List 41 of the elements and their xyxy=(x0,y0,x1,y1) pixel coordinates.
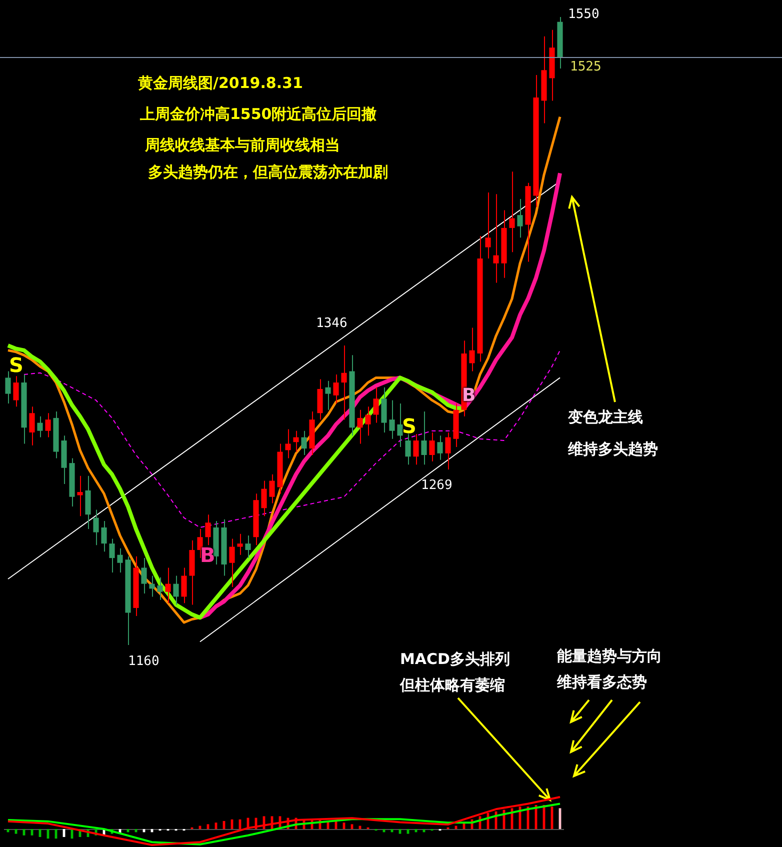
text: 1160 xyxy=(128,654,160,669)
text: 1550 xyxy=(568,7,600,22)
candlestick xyxy=(237,533,243,556)
text: 黄金周线图/2019.8.31 xyxy=(138,74,303,93)
candlestick xyxy=(389,400,395,440)
candlestick xyxy=(29,406,35,446)
text: 能量趋势与方向 xyxy=(557,647,662,666)
candlestick xyxy=(365,406,371,436)
annotation: 上周金价冲高1550附近高位后回撤 xyxy=(140,105,377,124)
candlestick xyxy=(285,428,291,459)
text: 变色龙主线 xyxy=(568,408,643,427)
candlestick xyxy=(69,458,75,508)
annotation: 多头趋势仍在，但高位震荡亦在加剧 xyxy=(148,163,388,182)
candlestick xyxy=(157,576,163,600)
annotation: B xyxy=(200,543,216,567)
annotation: S xyxy=(402,414,416,438)
annotation: 1346 xyxy=(316,316,348,331)
annotation: B xyxy=(462,385,476,406)
candlestick xyxy=(485,192,491,260)
candlestick xyxy=(45,412,51,438)
candlestick xyxy=(61,435,67,484)
candlestick xyxy=(133,556,139,617)
text: 维持看多态势 xyxy=(557,673,647,692)
candlestick xyxy=(437,435,443,460)
candlestick xyxy=(189,540,195,606)
annotation: 周线收线基本与前周收线相当 xyxy=(145,136,340,155)
annotation: S xyxy=(9,353,24,377)
candlestick xyxy=(53,411,59,459)
candlestick xyxy=(381,386,387,433)
candlestick xyxy=(125,556,131,646)
annotation: 1269 xyxy=(421,478,452,493)
candlestick xyxy=(245,535,251,559)
text: 但柱体略有萎缩 xyxy=(400,676,505,695)
candlestick xyxy=(333,374,339,404)
candlestick xyxy=(325,380,331,410)
candlestick xyxy=(517,198,523,238)
ref-line-label: 1525 xyxy=(570,59,602,74)
candlestick xyxy=(5,370,11,404)
candlestick xyxy=(141,558,147,594)
text: 维持多头趋势 xyxy=(568,440,658,459)
text: MACD多头排列 xyxy=(400,650,510,669)
